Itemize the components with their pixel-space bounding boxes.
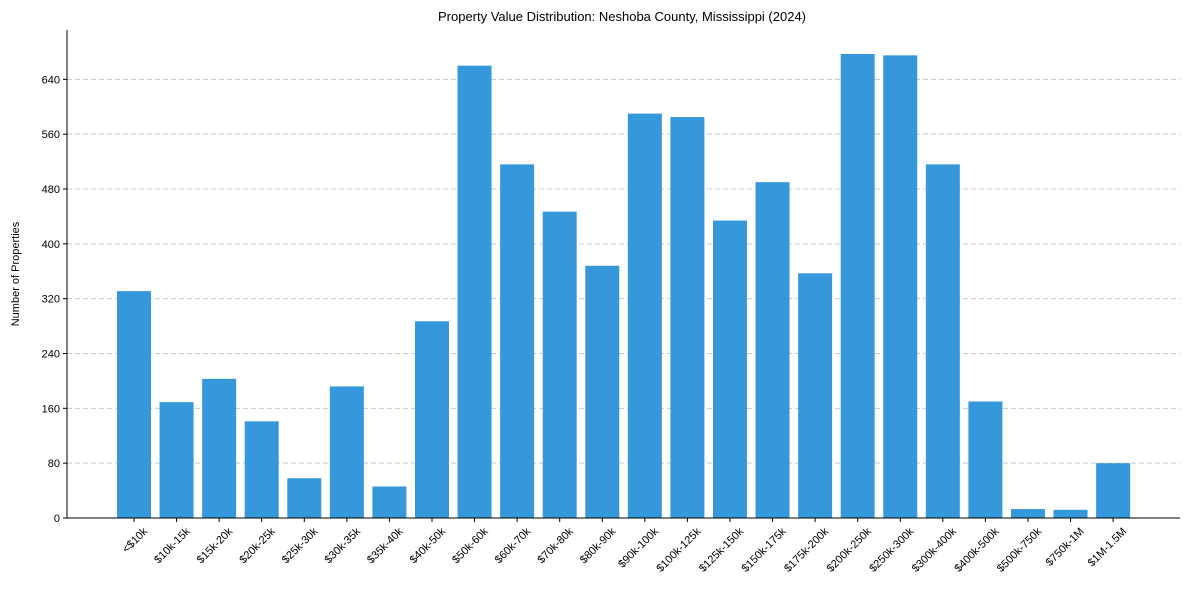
y-tick-label: 400 [42, 239, 60, 251]
x-tick-label: $60k-70k [493, 525, 534, 566]
bar [627, 113, 662, 518]
x-tick-label: $40k-50k [408, 525, 449, 566]
x-tick-label: $400k-500k [952, 525, 1001, 574]
bars [117, 53, 1131, 519]
bar [542, 211, 577, 518]
bar [925, 164, 960, 518]
x-tick-label: $35k-40k [365, 525, 406, 566]
x-tick-label: $30k-35k [322, 525, 363, 566]
chart-title: Property Value Distribution: Neshoba Cou… [438, 9, 806, 24]
bar [798, 273, 833, 518]
bar [159, 402, 194, 518]
bar [1096, 463, 1131, 518]
x-tick-label: $15k-20k [195, 525, 236, 566]
y-tick-label: 320 [42, 294, 60, 306]
x-tick-label: $150k-175k [740, 525, 789, 574]
x-tick-label: $70k-80k [535, 525, 576, 566]
bar [202, 378, 237, 518]
x-tick-label: $300k-400k [910, 525, 959, 574]
bar [372, 486, 407, 518]
x-tick-label: $80k-90k [578, 525, 619, 566]
y-tick-label: 480 [42, 184, 60, 196]
bar [585, 265, 620, 518]
bar [287, 478, 322, 518]
x-tick-label: $50k-60k [450, 525, 491, 566]
y-tick-label: 0 [54, 513, 60, 525]
bar [840, 53, 875, 518]
bar [1053, 509, 1088, 518]
bar [1010, 509, 1045, 518]
x-tick-label: $90k-100k [616, 525, 661, 570]
bar [670, 117, 705, 518]
bar [329, 386, 364, 518]
y-tick-label: 560 [42, 129, 60, 141]
x-tick-label: $250k-300k [867, 525, 916, 574]
bar [414, 321, 449, 518]
bar [883, 55, 918, 518]
y-tick-label: 240 [42, 349, 60, 361]
x-ticks: <$10k $10k-15k $15k-20k $20k-25k $25k-30k $30… [120, 518, 1129, 575]
gridlines [67, 78, 1180, 464]
x-tick-label: $125k-150k [697, 525, 746, 574]
y-tick-label: 80 [48, 458, 60, 470]
x-tick-label: <$10k [120, 525, 150, 555]
x-tick-label: $25k-30k [280, 525, 321, 566]
axes [66, 30, 1180, 519]
x-tick-label: $20k-25k [237, 525, 278, 566]
x-tick-label: $200k-250k [825, 525, 874, 574]
y-ticks: 0 80 160 240 320 400 480 560 640 [42, 74, 67, 525]
bar [755, 182, 790, 519]
x-tick-label: $1M-1.5M [1086, 526, 1130, 570]
bar [968, 401, 1003, 518]
x-tick-label: $500k-750k [995, 525, 1044, 574]
bar [457, 65, 492, 519]
bar [117, 291, 151, 518]
bar [712, 220, 747, 519]
y-tick-label: 160 [42, 403, 60, 415]
x-tick-label: $175k-200k [782, 525, 831, 574]
bar [500, 164, 535, 518]
bar [244, 421, 279, 518]
x-tick-label: $100k-125k [654, 525, 703, 574]
x-tick-label: $10k-15k [152, 525, 193, 566]
y-axis-label: Number of Properties [10, 221, 22, 326]
x-tick-label: $750k-1M [1044, 526, 1087, 569]
y-tick-label: 640 [42, 74, 60, 86]
